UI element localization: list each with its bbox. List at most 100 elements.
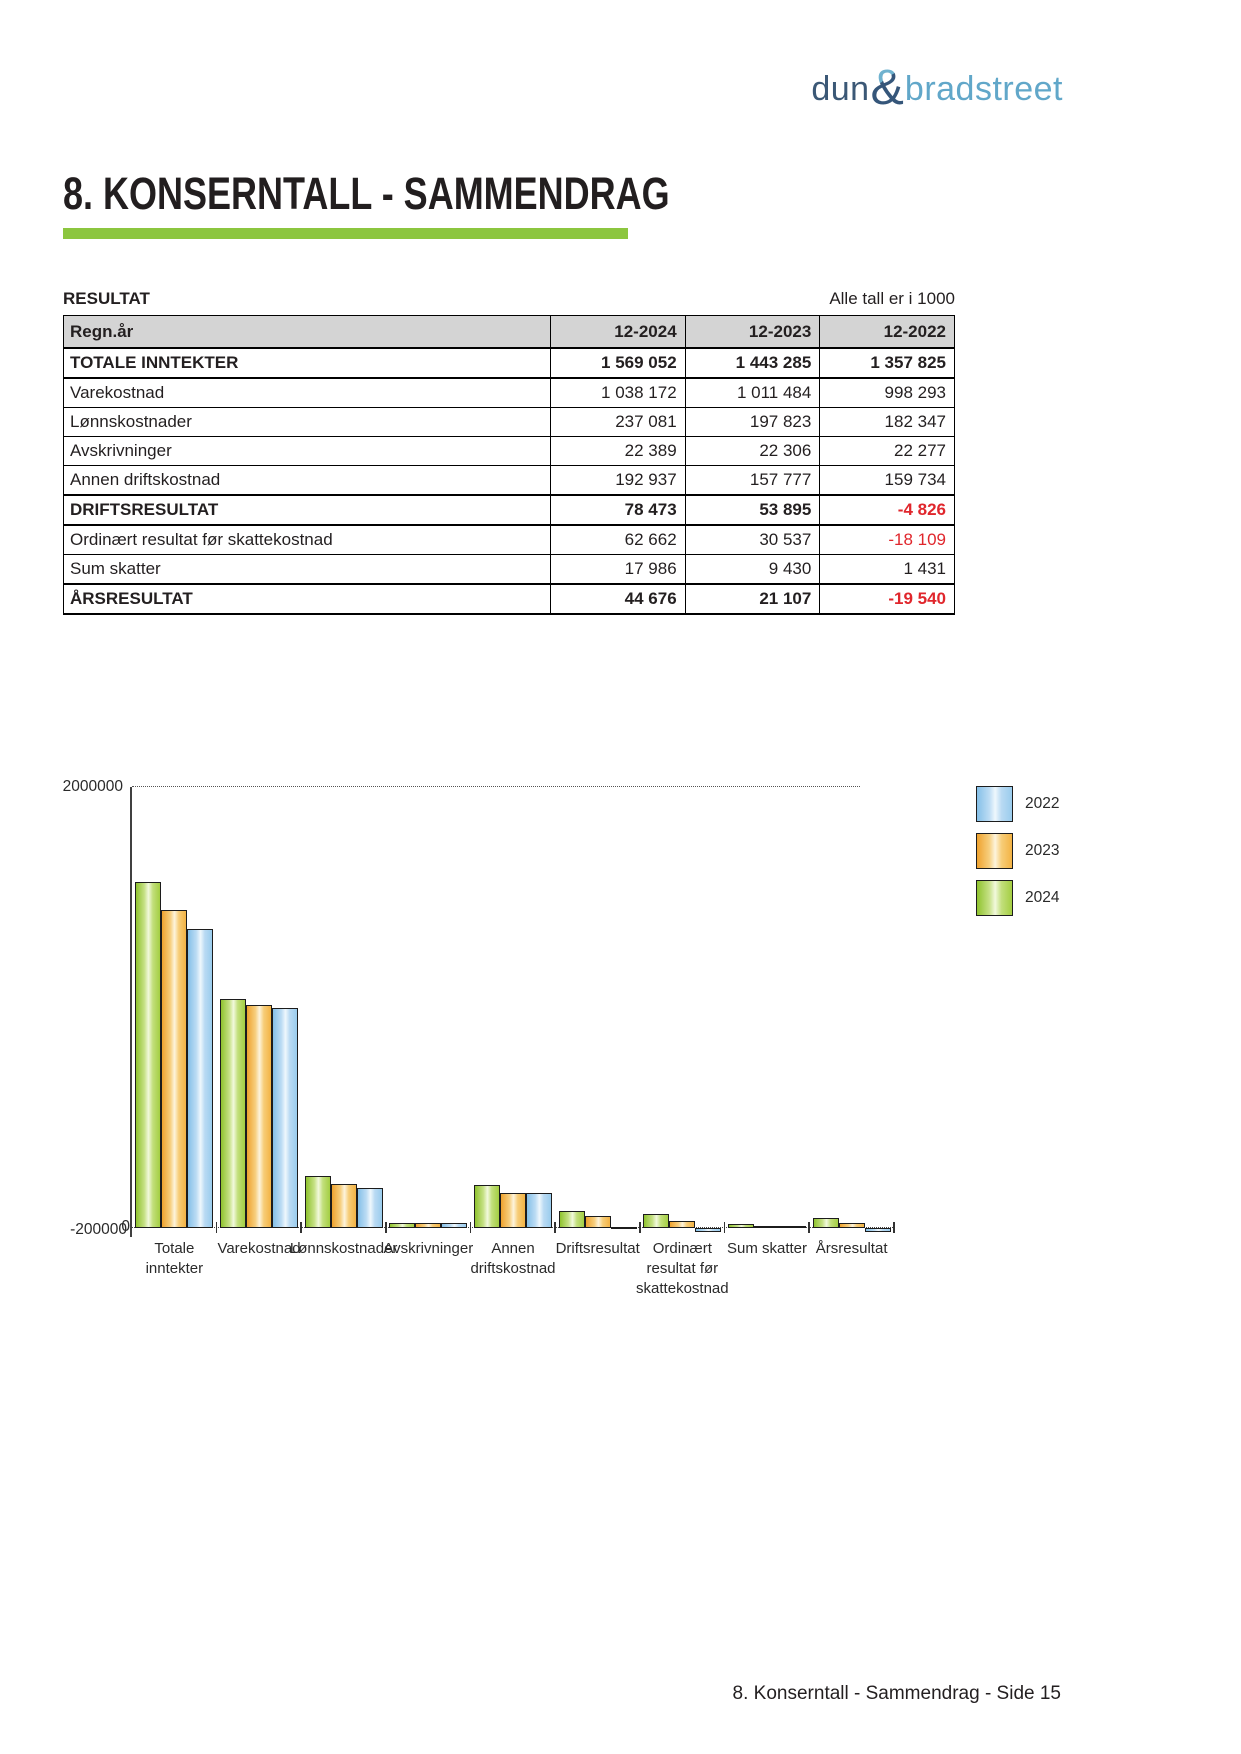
cell-value: 159 734 <box>819 465 955 496</box>
cell-value: 1 569 052 <box>550 347 686 379</box>
bar-2023 <box>246 1004 272 1228</box>
bar-2022 <box>441 1223 468 1228</box>
axis-tick <box>554 1222 556 1233</box>
table-row: Annen driftskostnad 192 937 157 777 159 734 <box>63 465 955 496</box>
gridline-2000000 <box>132 786 860 787</box>
results-table: Regn.år 12-2024 12-2023 12-2022 TOTALE INNT… <box>63 315 955 615</box>
legend-item-2022: 2022 <box>976 786 1059 822</box>
logo-text-bradstreet: bradstreet <box>904 69 1063 108</box>
row-label: DRIFTSRESULTAT <box>63 494 551 526</box>
column-header: 12-2023 <box>684 315 821 349</box>
row-label: Varekostnad <box>63 377 551 408</box>
bar-2024 <box>812 1218 839 1228</box>
dun-bradstreet-logo: dun & bradstreet <box>780 59 1063 115</box>
title-underline <box>63 228 628 239</box>
category-label: Driftsresultat <box>555 1240 640 1257</box>
bar-2022 <box>272 1007 298 1228</box>
cell-value: 998 293 <box>819 377 955 408</box>
bar-2023 <box>754 1225 780 1228</box>
row-label: Lønnskostnader <box>63 407 551 437</box>
bar-2023 <box>161 909 188 1228</box>
bar-2024 <box>643 1214 670 1228</box>
logo-ampersand-icon: & <box>870 59 904 115</box>
column-header: 12-2022 <box>819 315 955 349</box>
bar-2024 <box>220 999 246 1228</box>
bar-2024 <box>389 1223 416 1228</box>
row-label: Sum skatter <box>63 554 551 585</box>
category-label: Totale inntekter <box>145 1240 204 1277</box>
axis-tick <box>469 1222 472 1233</box>
table-row: TOTALE INNTEKTER 1 569 052 1 443 285 1 357 … <box>63 347 955 379</box>
cell-value: 22 277 <box>819 436 955 466</box>
cell-value: 9 430 <box>684 554 821 585</box>
units-note: Alle tall er i 1000 <box>829 289 955 308</box>
bar-2024 <box>304 1175 331 1228</box>
axis-tick <box>300 1222 302 1233</box>
cell-value: 237 081 <box>550 407 686 437</box>
bar-2022 <box>526 1192 552 1228</box>
cell-value: 17 986 <box>550 554 686 585</box>
bar-2022 <box>610 1227 637 1230</box>
bar-2024 <box>135 882 162 1228</box>
cell-value: 78 473 <box>550 494 686 526</box>
bar-2024 <box>474 1185 500 1228</box>
row-label: Ordinært resultat før skattekostnad <box>63 524 551 555</box>
table-row: ÅRSRESULTAT 44 676 21 107 -19 540 <box>63 583 955 615</box>
axis-tick <box>385 1222 387 1233</box>
section-label: RESULTAT <box>63 289 150 308</box>
row-label: TOTALE INNTEKTER <box>63 347 551 379</box>
cell-value: 1 431 <box>819 554 955 585</box>
chart-legend: 2022 2023 2024 <box>976 786 1059 927</box>
column-header: 12-2024 <box>550 315 686 349</box>
category-label: Annen driftskostnad <box>470 1240 556 1277</box>
cell-value: -19 540 <box>819 583 955 615</box>
table-row: Varekostnad 1 038 172 1 011 484 998 293 <box>63 377 955 408</box>
bar-2022 <box>356 1187 383 1228</box>
cell-value: 22 389 <box>550 436 686 466</box>
bar-2022 <box>864 1228 891 1233</box>
logo-text-dun: dun <box>811 69 870 108</box>
axis-tick <box>639 1222 641 1233</box>
axis-tick <box>723 1222 726 1233</box>
bar-2023 <box>838 1223 865 1228</box>
category-label: Ordinært resultat før skattekostnad <box>636 1240 729 1297</box>
bar-2022 <box>187 928 214 1228</box>
cell-value: 157 777 <box>684 465 821 496</box>
cell-value: 1 357 825 <box>819 347 955 379</box>
cell-value: 1 038 172 <box>550 377 686 408</box>
table-header-row: Regn.år 12-2024 12-2023 12-2022 <box>63 315 955 349</box>
bar-2024 <box>728 1224 754 1228</box>
table-row: Lønnskostnader 237 081 197 823 182 347 <box>63 407 955 437</box>
table-row: Sum skatter 17 986 9 430 1 431 <box>63 554 955 585</box>
legend-swatch-2022 <box>976 786 1013 822</box>
legend-label: 2024 <box>1025 889 1060 906</box>
legend-swatch-2024 <box>976 880 1013 916</box>
table-row: Avskrivninger 22 389 22 306 22 277 <box>63 436 955 466</box>
axis-tick <box>215 1222 218 1233</box>
legend-swatch-2023 <box>976 833 1013 869</box>
bar-2023 <box>669 1221 696 1228</box>
cell-value: -4 826 <box>819 494 955 526</box>
legend-item-2023: 2023 <box>976 833 1059 869</box>
cell-value: 30 537 <box>684 524 821 555</box>
cell-value: 1 011 484 <box>684 377 821 408</box>
cell-value: -18 109 <box>819 524 955 555</box>
legend-label: 2023 <box>1025 842 1060 859</box>
legend-item-2024: 2024 <box>976 880 1059 916</box>
category-label: Varekostnad <box>217 1240 301 1257</box>
page-footer: 8. Konserntall - Sammendrag - Side 15 <box>732 1683 1061 1704</box>
axis-tick <box>808 1222 810 1233</box>
table-row: Ordinært resultat før skattekostnad 62 66… <box>63 524 955 555</box>
cell-value: 22 306 <box>684 436 821 466</box>
category-label: Avskrivninger <box>383 1240 474 1257</box>
y-tick-label--200000: -200000 <box>70 1221 127 1238</box>
row-label: ÅRSRESULTAT <box>63 583 551 615</box>
category-label: Lønnskostnader <box>289 1240 398 1257</box>
bar-2023 <box>330 1184 357 1228</box>
column-header: Regn.år <box>63 315 551 349</box>
page-title: 8. KONSERNTALL - SAMMENDRAG <box>63 168 670 219</box>
bar-2023 <box>415 1223 442 1228</box>
cell-value: 21 107 <box>684 583 821 615</box>
bar-2022 <box>780 1226 806 1228</box>
category-label: Årsresultat <box>815 1240 888 1257</box>
